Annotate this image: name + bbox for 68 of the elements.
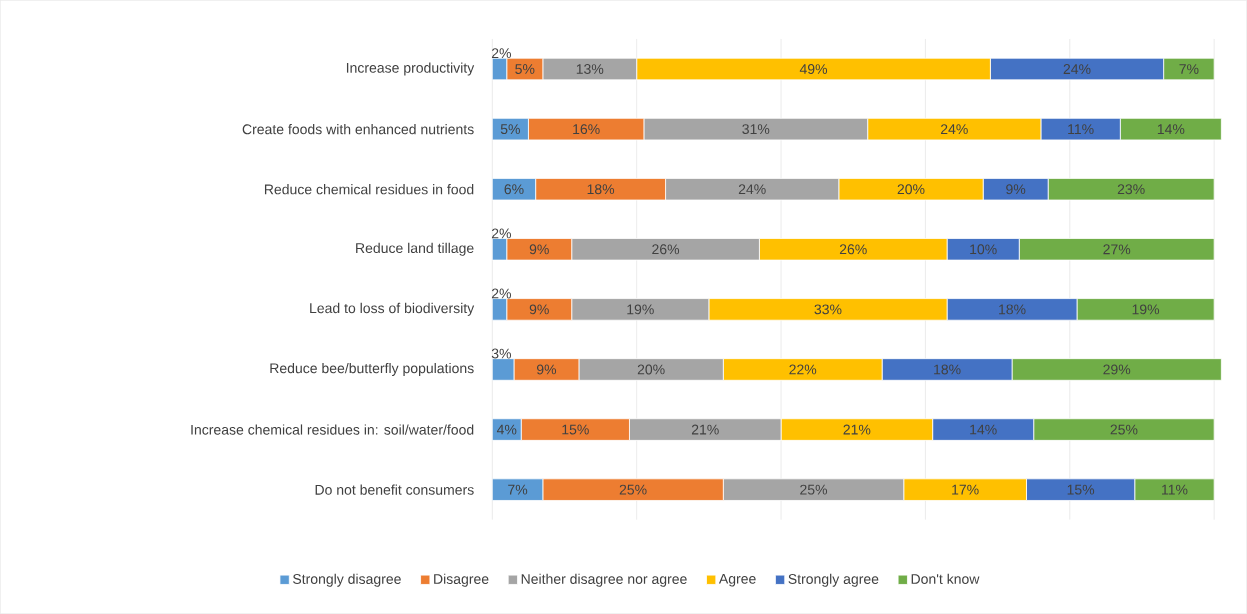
data-label: 26% (839, 244, 867, 255)
data-label: 4% (496, 424, 517, 435)
data-label: 27% (1103, 244, 1131, 255)
data-label: 20% (897, 184, 925, 195)
data-label: 20% (637, 364, 665, 375)
data-label: 9% (536, 364, 557, 375)
legend-label: Neither disagree nor agree (521, 573, 687, 587)
data-label: 25% (1110, 424, 1138, 435)
data-label: 33% (814, 304, 842, 315)
data-label: 24% (1063, 64, 1091, 74)
data-label: 17% (952, 484, 979, 495)
data-label: 6% (504, 184, 524, 195)
legend-label: Agree (718, 573, 756, 587)
bar (1018, 238, 1215, 261)
data-label: 13% (576, 64, 604, 74)
bar (1047, 177, 1215, 201)
data-label: 16% (573, 124, 600, 135)
y-tick-label: Do not benefit consumers (315, 484, 474, 495)
data-label: 11% (1068, 124, 1094, 134)
data-label: 18% (999, 304, 1026, 315)
data-label: 9% (529, 304, 549, 315)
legend-label: Disagree (434, 573, 489, 587)
data-label: 15% (1067, 484, 1095, 495)
data-label: 26% (652, 244, 680, 255)
y-tick-label: Reduce bee/butterfly populations (270, 362, 474, 376)
data-label: 21% (843, 424, 871, 435)
data-label: 19% (627, 304, 654, 315)
data-label: 29% (1103, 364, 1131, 375)
data-label: 25% (800, 484, 828, 495)
y-tick-label: Lead to loss of biodiversity (310, 302, 475, 316)
bar (1011, 358, 1222, 381)
data-label: 3% (491, 348, 511, 359)
data-label: 2% (491, 288, 511, 299)
data-label: 22% (789, 364, 817, 375)
bar (1134, 478, 1215, 501)
data-label: 24% (738, 184, 766, 195)
bar (1033, 418, 1215, 441)
data-label: 14% (970, 424, 997, 435)
data-label: 5% (515, 64, 535, 74)
data-label: 18% (934, 364, 961, 375)
y-tick-label: Reduce land tillage (356, 242, 474, 256)
legend-label: Strongly disagree (293, 573, 401, 587)
data-label: 25% (619, 484, 647, 495)
data-label: 15% (562, 424, 589, 435)
y-tick-label: Increase chemical residues in: soil/water/food (191, 424, 474, 435)
legend-label: Strongly agree (788, 573, 879, 587)
data-label: 49% (799, 64, 828, 74)
y-tick-label: Increase productivity (346, 62, 475, 76)
y-tick-label: Create foods with enhanced nutrients (242, 123, 474, 135)
legend-label: Don't know (911, 573, 980, 584)
data-label: 11% (1162, 484, 1188, 495)
data-label: 31% (742, 124, 770, 135)
y-tick-label: Reduce chemical residues in food (264, 184, 474, 195)
data-label: 9% (1006, 184, 1026, 195)
data-label: 21% (691, 424, 719, 435)
data-label: 23% (1117, 184, 1145, 195)
data-label: 2% (491, 228, 511, 239)
data-label: 7% (508, 484, 528, 495)
data-label: 10% (970, 244, 997, 255)
data-label: 7% (1179, 64, 1199, 74)
data-label: 24% (940, 124, 968, 135)
data-label: 19% (1132, 304, 1160, 315)
data-label: 9% (529, 244, 549, 255)
data-label: 5% (500, 124, 520, 135)
bar (1076, 298, 1215, 321)
data-label: 2% (491, 48, 511, 59)
data-label: 14% (1157, 124, 1185, 134)
data-label: 18% (587, 184, 615, 195)
